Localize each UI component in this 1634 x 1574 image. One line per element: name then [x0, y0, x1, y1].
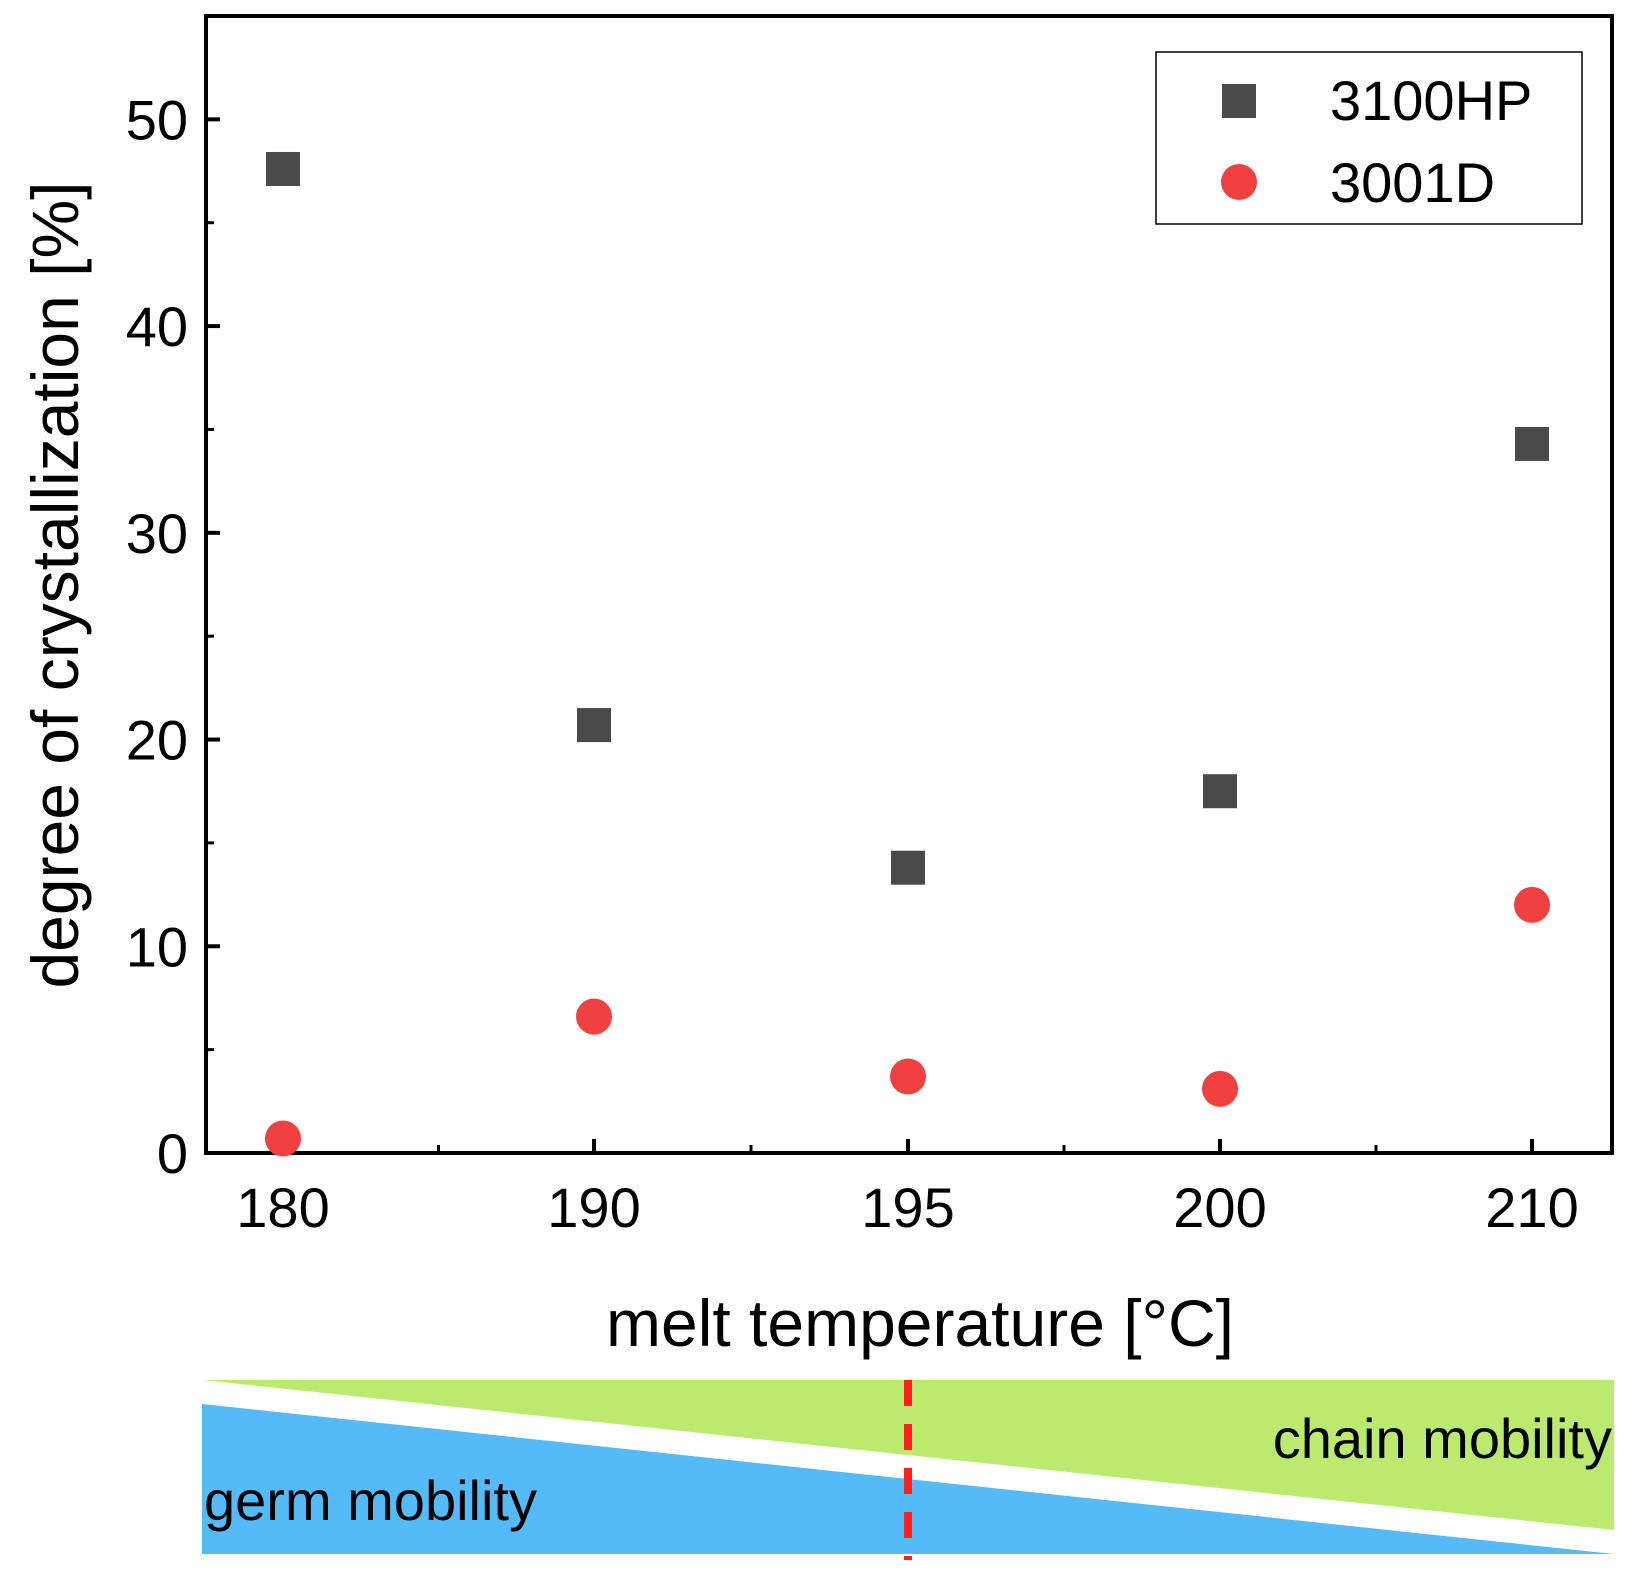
- data-series: [265, 151, 1550, 1157]
- x-tick-label: 195: [861, 1176, 954, 1239]
- x-axis-title: melt temperature [°C]: [606, 1286, 1234, 1360]
- y-axis-title: degree of crystallization [%]: [18, 181, 92, 988]
- germ-mobility-label: germ mobility: [204, 1469, 537, 1532]
- data-point-3001d: [1514, 886, 1550, 923]
- mobility-band: chain mobility germ mobility: [202, 1380, 1614, 1560]
- data-point-3001d: [1202, 1070, 1238, 1107]
- data-point-3001d: [890, 1058, 926, 1095]
- legend-label-3001d: 3001D: [1330, 151, 1495, 214]
- legend-marker-3001d: [1221, 164, 1257, 200]
- data-point-3001d: [576, 998, 612, 1035]
- y-tick-label: 20: [126, 709, 188, 772]
- data-point-3100hp: [577, 708, 611, 743]
- x-axis: 180 190 195 200 210: [236, 1139, 1579, 1239]
- x-tick-label: 210: [1485, 1176, 1578, 1239]
- data-point-3001d: [265, 1120, 301, 1157]
- x-tick-label: 190: [547, 1176, 640, 1239]
- x-tick-label: 200: [1173, 1176, 1266, 1239]
- y-tick-label: 30: [126, 502, 188, 565]
- y-tick-label: 40: [126, 295, 188, 358]
- y-tick-label: 10: [126, 915, 188, 978]
- y-axis: 0 10 20 30 40 50: [126, 88, 220, 1185]
- data-point-3100hp: [891, 850, 925, 885]
- y-tick-label: 0: [157, 1122, 188, 1185]
- chain-mobility-wedge: [202, 1380, 1614, 1530]
- data-point-3100hp: [1515, 426, 1549, 461]
- legend-label-3100hp: 3100HP: [1330, 69, 1532, 132]
- data-point-3100hp: [266, 151, 300, 186]
- legend-marker-3100hp: [1222, 84, 1256, 118]
- chain-mobility-label: chain mobility: [1273, 1407, 1612, 1470]
- legend: 3100HP 3001D: [1155, 51, 1583, 225]
- x-tick-label: 180: [236, 1176, 329, 1239]
- data-point-3100hp: [1203, 774, 1237, 809]
- y-tick-label: 50: [126, 88, 188, 151]
